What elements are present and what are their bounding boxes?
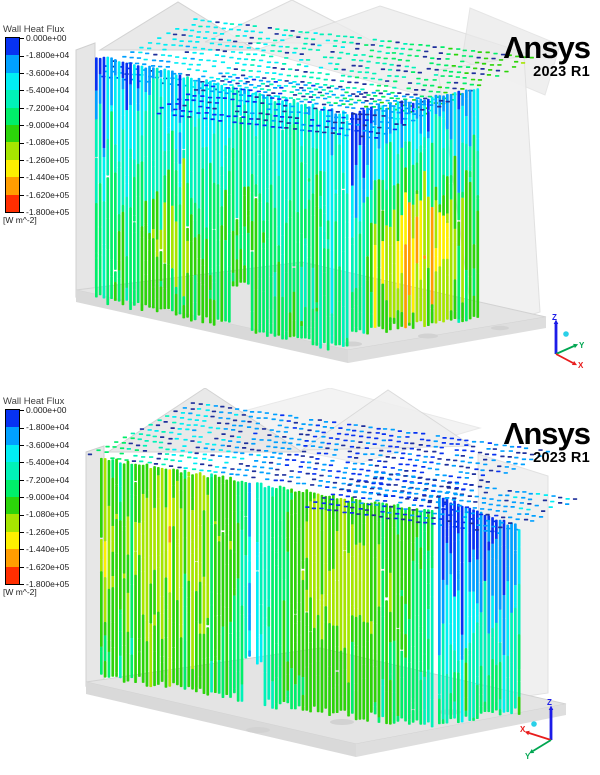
ansys-logo-name: Λnsys [503,416,591,451]
colorbar-tick-label: -1.620e+05 [20,562,69,572]
legend-title: Wall Heat Flux [3,396,65,407]
colorbar-tick-label: 0.000e+00 [20,33,66,43]
colorbar-segment [6,566,19,585]
colorbar-segment [6,462,19,480]
svg-text:Y: Y [579,341,585,350]
colorbar-tick-label: -9.000e+04 [20,120,69,130]
ansys-version: 2023 R1 [533,64,590,80]
colorbar-segment [6,107,19,126]
svg-text:Y: Y [525,752,531,761]
colorbar-segment [6,427,19,445]
colorbar-segment [6,90,19,108]
colorbar-segment [6,444,19,463]
scene-3d-bottom: Z X Y [85,388,578,761]
colorbar-segment [6,72,19,91]
colorbar-segment [6,514,19,532]
manifold-grid [305,471,578,534]
colorbar-legend: Wall Heat Flux 0.000e+00 -1.800e+04 -3.600… [3,24,113,239]
ansys-logo-name: Λnsys [503,30,591,65]
colorbar-tick-label: -3.600e+04 [20,440,69,450]
colorbar-tick-label: -1.800e+04 [20,422,69,432]
ansys-logo: Λnsys 2023 R1 [503,416,591,466]
colorbar-tick-label: -1.800e+04 [20,50,69,60]
colorbar [5,37,20,213]
legend-title: Wall Heat Flux [3,24,65,35]
colorbar-segment [6,38,19,56]
colorbar-tick-label: -5.400e+04 [20,85,69,95]
svg-text:Z: Z [552,313,557,322]
colorbar-legend: Wall Heat Flux 0.000e+00 -1.800e+04 -3.600… [3,396,113,611]
ansys-logo: Λnsys 2023 R1 [503,30,591,80]
colorbar-tick-label: -1.440e+05 [20,544,69,554]
colorbar-tick-label: -1.800e+05 [20,207,69,217]
colorbar-tick-label: -1.080e+05 [20,137,69,147]
legend-unit: [W m^-2] [3,587,37,597]
colorbar-segment [6,194,19,213]
svg-text:Z: Z [547,698,552,707]
colorbar-segment [6,410,19,428]
colorbar-tick-label: 0.000e+00 [20,405,66,415]
colorbar-tick-label: -1.440e+05 [20,172,69,182]
colorbar-body: 0.000e+00 -1.800e+04 -3.600e+04 -5.400e+04 -… [3,405,113,611]
scene-3d-top: Z Y X [75,0,585,370]
colorbar-segment [6,142,19,160]
colorbar-segment [6,125,19,143]
colorbar-segment [6,549,19,567]
tube-bank [95,56,349,351]
colorbar-segment [6,177,19,195]
manifold-grid [156,75,450,139]
colorbar-tick-label: -1.260e+05 [20,155,69,165]
orientation-triad: Z Y X [552,313,585,370]
legend-unit: [W m^-2] [3,215,37,225]
colorbar-ticks: 0.000e+00 -1.800e+04 -3.600e+04 -5.400e+04 -… [20,33,112,219]
colorbar-segment [6,531,19,550]
svg-text:X: X [520,725,526,734]
colorbar-segment [6,159,19,178]
viewport-panel-bottom: Z X Y Wall Heat Flux 0.000e+00 -1.800e+04 -3… [0,388,600,775]
colorbar-ticks: 0.000e+00 -1.800e+04 -3.600e+04 -5.400e+04 -… [20,405,112,591]
colorbar-segment [6,497,19,515]
manifold-grid [87,402,550,504]
colorbar-tick-label: -1.800e+05 [20,579,69,589]
colorbar-segment [6,479,19,498]
colorbar-tick-label: -1.620e+05 [20,190,69,200]
viewport-panel-top: Z Y X Wall Heat Flux 0.000e+00 -1.800e+04 -3… [0,0,600,388]
colorbar-segment [6,55,19,73]
colorbar-tick-label: -9.000e+04 [20,492,69,502]
colorbar-tick-label: -5.400e+04 [20,457,69,467]
ansys-version: 2023 R1 [533,450,590,466]
colorbar-tick-label: -7.200e+04 [20,103,69,113]
colorbar-tick-label: -1.080e+05 [20,509,69,519]
colorbar-tick-label: -7.200e+04 [20,475,69,485]
colorbar-body: 0.000e+00 -1.800e+04 -3.600e+04 -5.400e+04 -… [3,33,113,239]
orientation-triad: Z X Y [520,698,554,761]
colorbar-tick-label: -3.600e+04 [20,68,69,78]
colorbar [5,409,20,585]
tube-bank [256,482,434,728]
tube-bank [351,88,480,335]
svg-text:X: X [578,361,584,370]
tube-bank [100,457,251,702]
colorbar-tick-label: -1.260e+05 [20,527,69,537]
